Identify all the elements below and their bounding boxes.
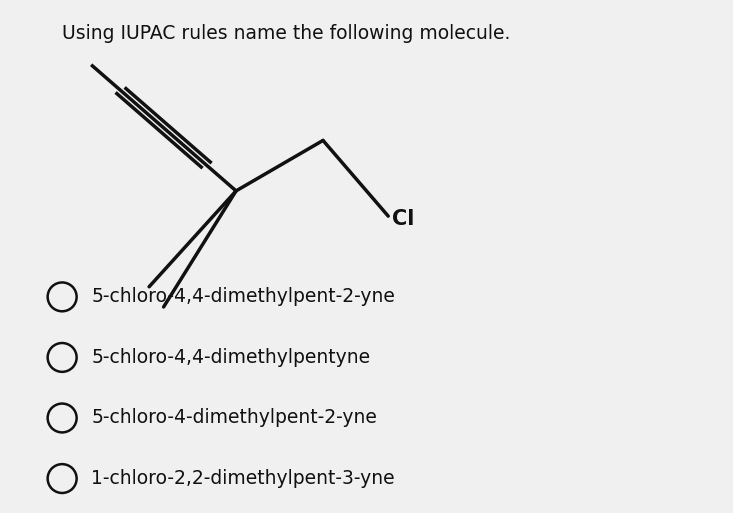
Text: 1-chloro-2,2-dimethylpent-3-yne: 1-chloro-2,2-dimethylpent-3-yne: [91, 469, 395, 488]
Text: Cl: Cl: [392, 209, 414, 229]
Text: 5-chloro-4-dimethylpent-2-yne: 5-chloro-4-dimethylpent-2-yne: [91, 408, 377, 427]
Text: 5-chloro-4,4-dimethylpentyne: 5-chloro-4,4-dimethylpentyne: [91, 348, 370, 367]
Text: Using IUPAC rules name the following molecule.: Using IUPAC rules name the following mol…: [62, 24, 510, 44]
Text: 5-chloro-4,4-dimethylpent-2-yne: 5-chloro-4,4-dimethylpent-2-yne: [91, 287, 395, 306]
